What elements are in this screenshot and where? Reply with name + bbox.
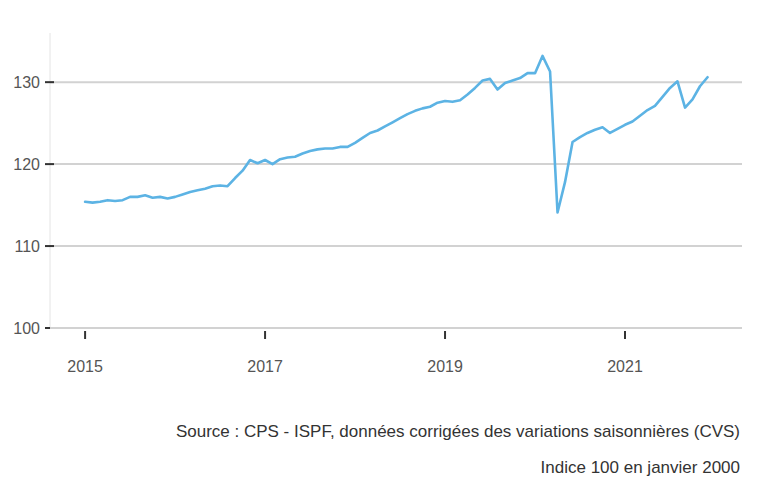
y-tick [45,81,54,83]
grid-line [50,327,742,329]
x-tick-label: 2015 [67,358,103,375]
plot-area [85,56,707,213]
grid-line [50,163,742,165]
y-tick-label: 130 [13,74,40,91]
data-line [85,56,707,213]
y-tick [45,163,54,165]
x-tick-label: 2021 [607,358,643,375]
x-axis-line [50,327,742,329]
x-tick [264,331,266,339]
y-tick-label: 100 [13,320,40,337]
grid-line [50,81,742,83]
y-axis-line [50,33,51,328]
note-text: Indice 100 en janvier 2000 [541,458,740,477]
x-tick-label: 2019 [427,358,463,375]
y-tick [45,245,54,247]
chart: 100 110 120 130 2015 2017 2019 2021 Source : CPS… [0,0,759,503]
y-tick-label: 120 [13,156,40,173]
grid-line [50,245,742,247]
source-text: Source : CPS - ISPF, données corrigées d… [176,422,740,441]
x-tick [624,331,626,339]
x-tick-label: 2017 [247,358,283,375]
x-tick [444,331,446,339]
x-tick [84,331,86,339]
y-tick-label: 110 [14,238,40,255]
